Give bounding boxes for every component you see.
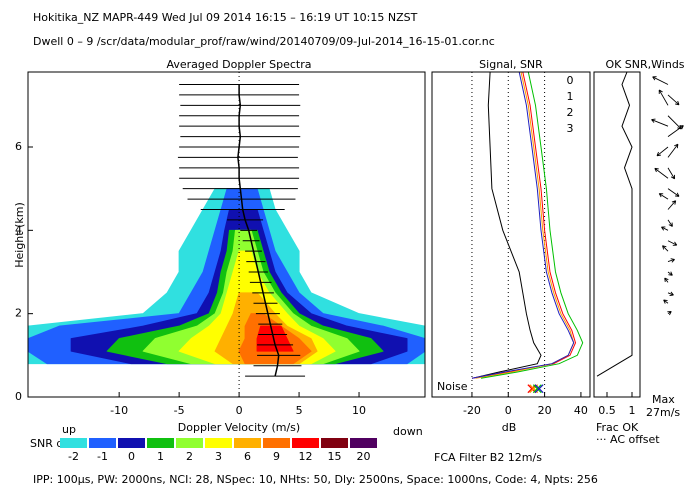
x-axis-label: Doppler Velocity (m/s) [178,421,300,434]
wind-arrow [658,193,669,200]
y-tick-label: 6 [15,140,22,153]
y-tick-label: 4 [15,223,22,236]
colorbar-tick-label: 2 [186,450,193,463]
wind-arrow [667,115,682,130]
wind-arrow [667,258,675,263]
legend-entry: 0 [567,74,574,87]
frame [27,71,426,398]
x-axis-label: Frac OK [596,421,639,434]
colorbar-swatch [89,438,116,448]
colorbar-swatch [350,438,377,448]
colorbar-swatch [147,438,174,448]
panel-title: Averaged Doppler Spectra [166,58,311,71]
note: down [393,425,423,438]
colorbar-tick-label: 9 [273,450,280,463]
colorbar-tick-label: 1 [157,450,164,463]
y-tick-label: 2 [15,307,22,320]
colorbar-tick-label: 0 [128,450,135,463]
colorbar-swatch [321,438,348,448]
noise-label: Noise [437,380,468,393]
x-tick-label: 1 [629,404,636,417]
snr-line [475,71,575,379]
wind-arrow [661,226,669,231]
wind-arrow [667,311,672,316]
wind-arrow [667,94,680,106]
x-tick-label: 0 [236,404,243,417]
note: Max [652,393,675,406]
x-tick-label: 0 [505,404,512,417]
colorbar-tick-label: 15 [328,450,342,463]
wind-arrow [654,167,669,179]
note: ··· AC offset [596,433,660,446]
panel-title: OK SNR,Winds [605,58,684,71]
wind-arrow [662,245,669,252]
note: 27m/s [646,406,680,419]
colorbar-swatch [263,438,290,448]
x-tick-label: 40 [574,404,588,417]
header-line: Hokitika_NZ MAPR-449 Wed Jul 09 2014 16:… [33,11,418,24]
wind-arrow [667,200,677,210]
panel-title: Signal, SNR [479,58,543,71]
wind-arrow [667,143,679,158]
x-axis-label: dB [502,421,517,434]
legend-entry: 1 [567,90,574,103]
y-tick-label: 0 [15,390,22,403]
frame [431,71,591,398]
x-tick-label: 20 [538,404,552,417]
note: up [62,423,76,436]
frac-line [596,71,633,377]
x-tick-label: -20 [463,404,481,417]
colorbar-tick-label: -2 [68,450,79,463]
legend-entry: 3 [567,122,574,135]
x-tick-label: 10 [352,404,366,417]
noise-marker [534,384,544,394]
y-axis-label: Height (km) [13,202,26,268]
snr-line [471,71,575,379]
colorbar-tick-label: 12 [299,450,313,463]
colorbar-swatch [205,438,232,448]
note: FCA Filter B2 12m/s [434,451,542,464]
noise-marker [532,384,542,394]
wind-arrow [651,118,669,127]
x-tick-label: -5 [174,404,185,417]
wind-arrow [652,76,669,85]
wind-arrow [667,271,673,276]
mean-line [237,84,280,377]
reference-series [471,71,542,379]
frame [593,71,641,398]
legend-entry: 2 [567,106,574,119]
wind-arrow [667,188,680,197]
wind-arrow [667,167,676,180]
wind-arrow [667,219,673,227]
colorbar-tick-label: -1 [97,450,108,463]
wind-arrow [667,240,678,246]
x-tick-label: 5 [296,404,303,417]
colorbar-tick-label: 20 [357,450,371,463]
colorbar-swatch [118,438,145,448]
snr-line [480,71,584,379]
x-tick-label: 0.5 [598,404,616,417]
colorbar-swatch [234,438,261,448]
wind-arrow [667,291,674,296]
wind-arrow [663,299,669,304]
snr-line [471,71,577,379]
colorbar-tick-label: 3 [215,450,222,463]
footer: IPP: 100μs, PW: 2000ns, NCI: 28, NSpec: … [33,473,598,486]
colorbar-tick-label: 6 [244,450,251,463]
colorbar-swatch [60,438,87,448]
header-line: Dwell 0 – 9 /scr/data/modular_prof/raw/w… [33,35,495,48]
colorbar-swatch [176,438,203,448]
wind-arrow [656,146,669,157]
wind-arrow [658,89,669,106]
wind-arrow [664,277,669,283]
x-tick-label: -10 [110,404,128,417]
colorbar-swatch [292,438,319,448]
